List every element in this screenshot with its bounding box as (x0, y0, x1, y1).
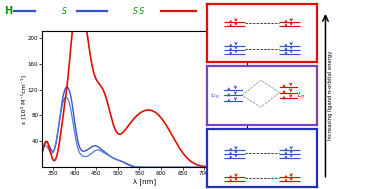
Text: S: S (62, 7, 67, 16)
Text: S S: S S (133, 7, 144, 16)
Text: H: H (4, 6, 13, 16)
Y-axis label: ε [10³ M⁻¹cm⁻¹]: ε [10³ M⁻¹cm⁻¹] (21, 75, 26, 124)
Text: $L_\pi$: $L_\pi$ (297, 90, 306, 101)
Text: $t_{2g}$: $t_{2g}$ (210, 91, 220, 102)
Text: Increasing ligand π-orbital energy: Increasing ligand π-orbital energy (328, 51, 333, 140)
X-axis label: λ [nm]: λ [nm] (133, 178, 156, 185)
